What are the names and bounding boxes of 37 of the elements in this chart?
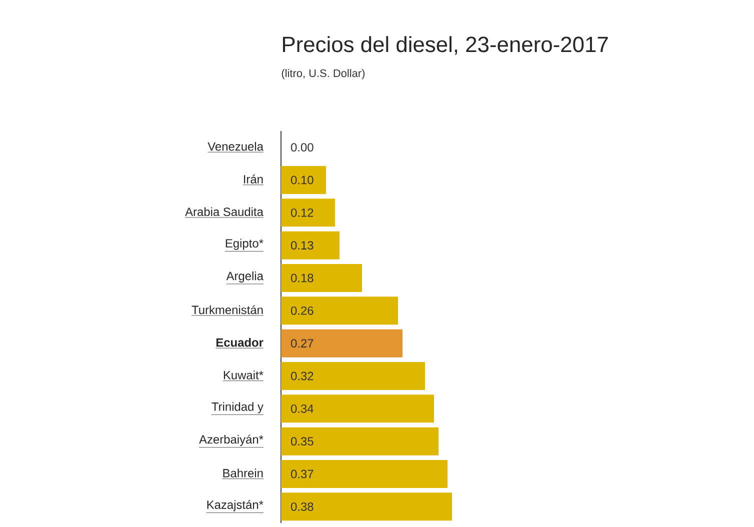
bar	[281, 329, 403, 358]
y-tick-label: Arabia Saudita	[185, 207, 264, 216]
chart-subtitle: (litro, U.S. Dollar)	[282, 69, 365, 80]
y-tick-label: Azerbaiyán*	[199, 434, 264, 446]
y-tick-label: Ecuador	[216, 338, 264, 347]
data-label: 0.26	[290, 306, 314, 315]
data-label: 0.00	[290, 143, 314, 152]
data-label: 0.27	[290, 339, 314, 348]
y-tick-label: Bahrein	[223, 468, 263, 478]
bar	[281, 492, 452, 521]
bar	[281, 198, 336, 227]
y-tick-label: Turkmenistán	[192, 305, 263, 314]
data-label: 0.12	[290, 208, 314, 217]
bar	[281, 296, 398, 325]
data-label: 0.35	[290, 437, 314, 446]
bar	[281, 264, 362, 292]
y-tick-label: Kuwait*	[224, 370, 264, 380]
data-label: 0.32	[290, 372, 314, 380]
y-tick-label: Argelia	[226, 271, 264, 283]
bar	[281, 362, 426, 390]
data-label: 0.34	[290, 404, 314, 413]
bar	[281, 394, 434, 423]
data-label: 0.13	[290, 241, 314, 250]
data-label: 0.38	[290, 502, 314, 511]
data-label: 0.37	[290, 470, 314, 478]
bar	[281, 460, 448, 488]
bar	[281, 166, 326, 194]
y-tick-label: Egipto*	[226, 238, 264, 250]
chart-title: Precios del diesel, 23-enero-2017	[283, 36, 608, 55]
y-tick-label: Trinidad y	[212, 402, 264, 414]
bar	[281, 427, 439, 456]
y-tick-label: Venezuela	[208, 142, 264, 151]
y-tick-label: Irán	[244, 174, 263, 184]
y-tick-label: Kazajstán*	[207, 500, 264, 512]
data-label: 0.18	[290, 274, 314, 282]
data-label: 0.10	[290, 176, 314, 184]
bar	[281, 231, 340, 260]
